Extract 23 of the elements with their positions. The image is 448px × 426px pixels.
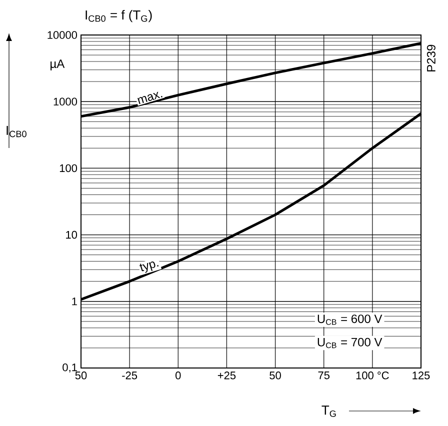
- x-tick-label: 75: [318, 372, 330, 380]
- x-tick-label: 125: [412, 372, 430, 380]
- x-tick-label: 50: [75, 372, 87, 380]
- chart-title: I$_{CB0}$ = f (T$_{G}$): [86, 10, 152, 22]
- x-axis-title: T$_{G}$: [322, 406, 336, 417]
- x-tick-label: 100 °C: [356, 372, 389, 380]
- y-tick-label: 100: [60, 164, 78, 172]
- y-tick-label: 1: [72, 298, 77, 306]
- annotation: U$_{CB}$ = 700 V: [318, 338, 382, 348]
- x-tick-label: 50: [270, 372, 281, 380]
- x-tick-label: 0: [176, 372, 181, 380]
- y-tick-label: 0,1: [62, 363, 77, 373]
- x-tick-label: -25: [122, 372, 138, 380]
- text: P239: [426, 44, 436, 72]
- text: max.: [138, 92, 162, 104]
- y-tick-label: 10000: [48, 31, 78, 39]
- y-tick-label: 10: [66, 230, 78, 239]
- y-axis-title: I$_{CB0}$: [6, 126, 26, 138]
- text: µA: [50, 60, 65, 70]
- text: typ.: [139, 261, 159, 273]
- annotation: U$_{CB}$ = 600 V: [318, 314, 382, 325]
- x-tick-label: +25: [218, 372, 236, 380]
- y-tick-label: 1000: [54, 98, 78, 106]
